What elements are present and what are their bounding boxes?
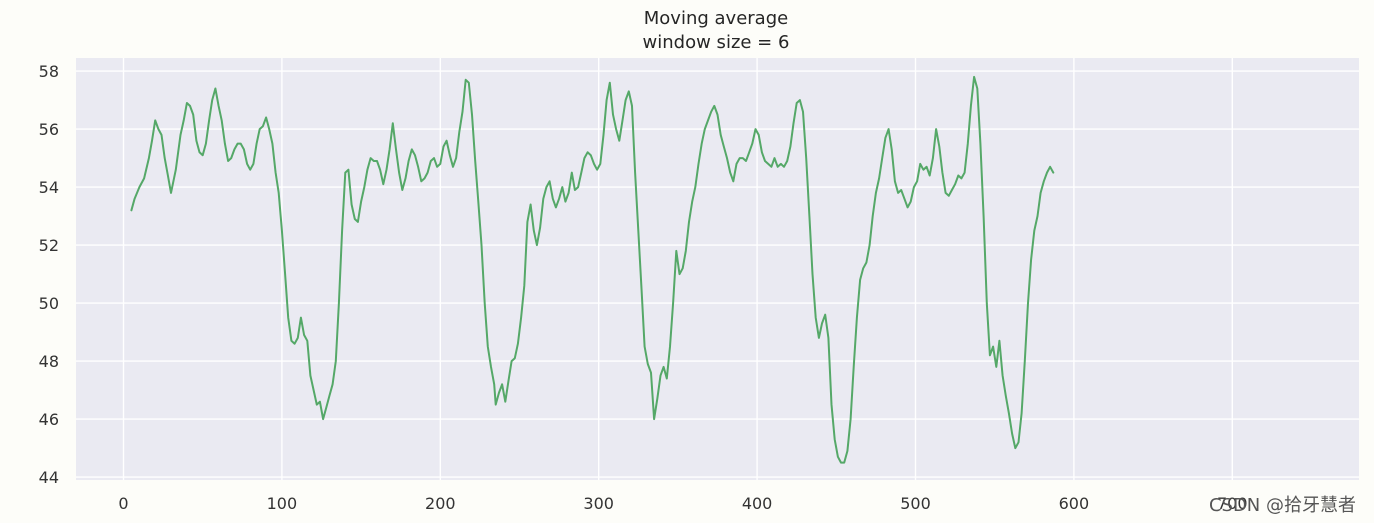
y-tick-label: 44 [39,468,59,487]
y-tick-label: 52 [39,236,59,255]
y-tick-label: 54 [39,178,59,197]
y-tick-label: 58 [39,62,59,81]
x-axis-ticks: 0 100 200 300 400 500 600 700 [118,494,1247,513]
grid-lines [76,58,1359,480]
watermark: CSDN @拾牙慧者 [1209,495,1356,516]
x-tick-label: 700 [1217,494,1248,513]
x-tick-label: 200 [425,494,456,513]
y-tick-label: 46 [39,410,59,429]
y-tick-label: 50 [39,294,59,313]
x-tick-label: 0 [118,494,128,513]
chart-subtitle: window size = 6 [643,32,790,53]
x-tick-label: 600 [1059,494,1090,513]
y-tick-label: 48 [39,352,59,371]
plot-area [76,58,1359,480]
x-tick-label: 300 [583,494,614,513]
y-axis-ticks: 44 46 48 50 52 54 56 58 [39,62,59,487]
x-tick-label: 500 [900,494,931,513]
y-tick-label: 56 [39,120,59,139]
moving-average-line [130,75,1055,464]
x-tick-label: 100 [267,494,298,513]
chart-title: Moving average [644,8,788,29]
x-tick-label: 400 [742,494,773,513]
